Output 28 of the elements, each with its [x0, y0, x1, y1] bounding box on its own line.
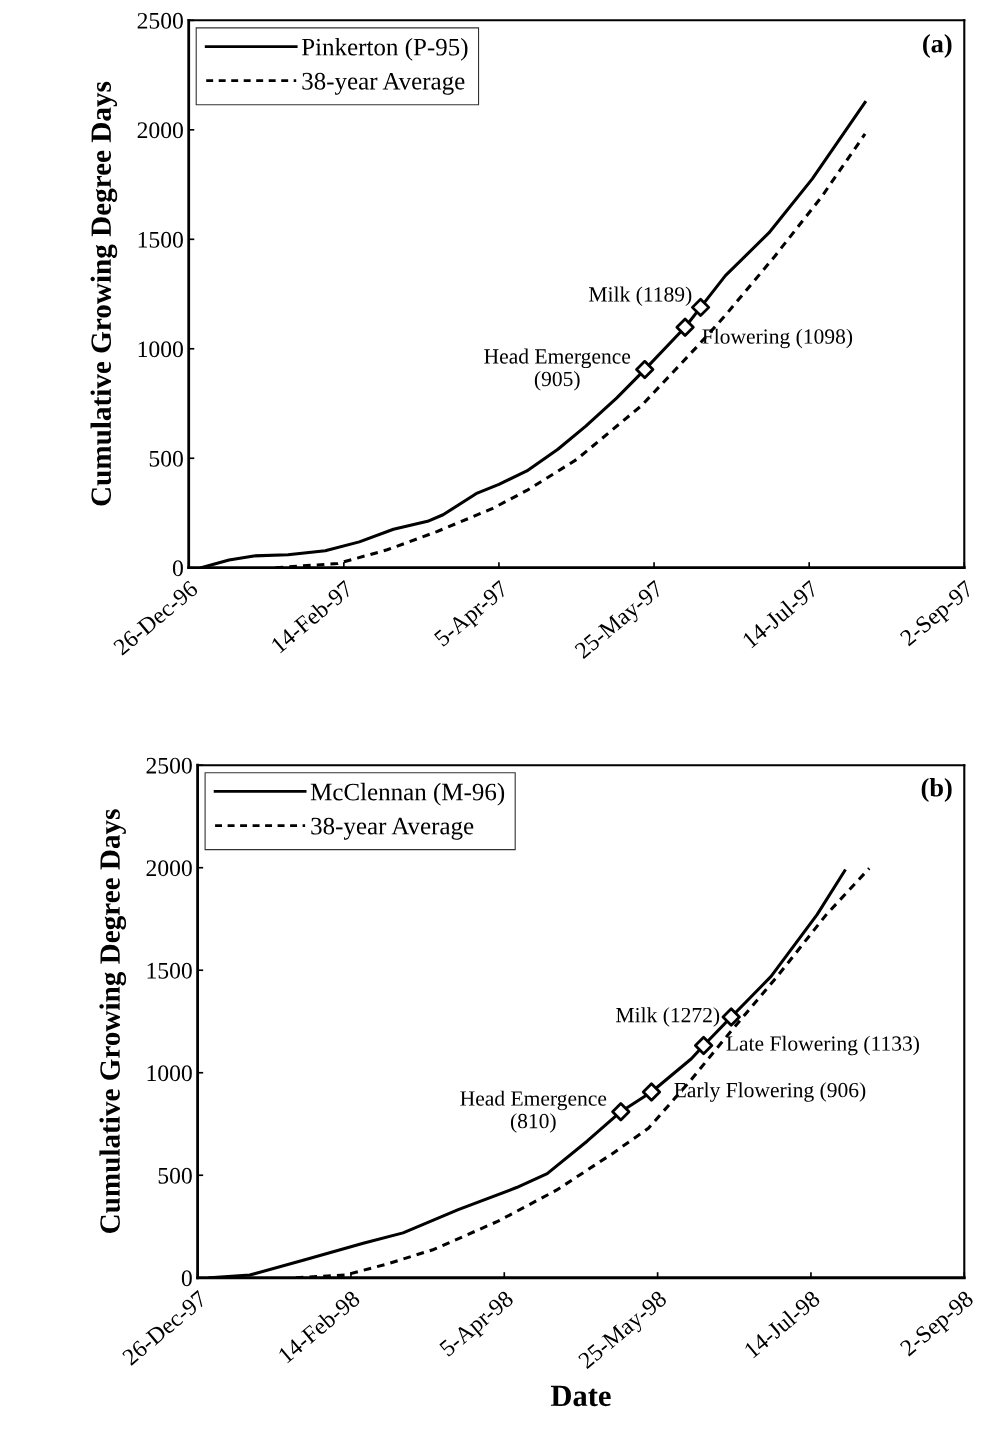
- legend-label: McClennan (M-96): [310, 782, 505, 806]
- y-tick-label: 2500: [146, 757, 192, 774]
- y-tick-label: 500: [158, 1167, 192, 1184]
- annotation: Milk (1189): [589, 286, 692, 307]
- annotation: Head Emergence (810): [460, 1090, 607, 1133]
- annotation: Late Flowering (1133): [726, 1035, 919, 1056]
- x-axis-title: Date: [550, 1385, 611, 1407]
- y-tick-label: 2000: [146, 860, 192, 877]
- annotation: Flowering (1098): [702, 328, 853, 349]
- y-tick-label: 1500: [147, 962, 192, 979]
- legend-label: 38-year Average: [302, 72, 465, 95]
- y-tick-label: 1000: [147, 1065, 192, 1082]
- y-tick-label: 1000: [138, 341, 183, 358]
- annotation: Head Emergence (905): [484, 348, 631, 391]
- legend-label: 38-year Average: [311, 817, 474, 840]
- y-axis-title: Cumulative Growing Degree Days: [99, 809, 127, 1233]
- y-tick-label: 500: [149, 450, 183, 467]
- annotation: (b): [921, 778, 952, 802]
- annotation: (a): [923, 34, 952, 58]
- legend-label: Pinkerton (P-95): [301, 37, 468, 61]
- y-tick-label: 0: [172, 560, 183, 577]
- y-tick-label: 0: [181, 1270, 192, 1287]
- annotation: Milk (1272): [616, 1007, 720, 1027]
- y-axis-title: Cumulative Growing Degree Days: [90, 81, 118, 506]
- y-tick-label: 1500: [138, 231, 183, 248]
- y-tick-label: 2000: [137, 122, 183, 139]
- annotation: Early Flowering (906): [674, 1082, 866, 1102]
- y-tick-label: 2500: [137, 12, 183, 29]
